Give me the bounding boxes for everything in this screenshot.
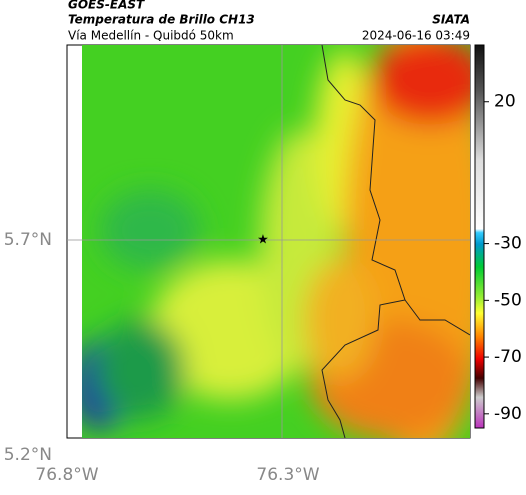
lat-label: 5.2°N bbox=[4, 445, 52, 465]
lat-label: 5.7°N bbox=[4, 230, 52, 250]
colorbar bbox=[474, 44, 485, 429]
region: Vía Medellín - Quibdó 50km bbox=[68, 29, 234, 43]
colorbar-tick-label: -70 bbox=[494, 347, 522, 367]
subtitle: Temperatura de Brillo CH13 bbox=[68, 13, 255, 27]
lon-label: 76.3°W bbox=[256, 465, 319, 485]
colorbar-tick-label: -50 bbox=[494, 290, 522, 310]
colorbar-tick-label: 20 bbox=[494, 92, 516, 112]
source: SIATA bbox=[432, 13, 470, 27]
lon-label: 76.8°W bbox=[35, 465, 98, 485]
location-marker: ★ bbox=[257, 233, 269, 248]
colorbar-tick-label: -30 bbox=[494, 234, 522, 254]
colorbar-tick-label: -90 bbox=[494, 404, 522, 424]
title: GOES-EAST bbox=[68, 0, 145, 12]
temperature-field bbox=[82, 45, 470, 438]
timestamp: 2024-06-16 03:49 bbox=[362, 29, 470, 43]
